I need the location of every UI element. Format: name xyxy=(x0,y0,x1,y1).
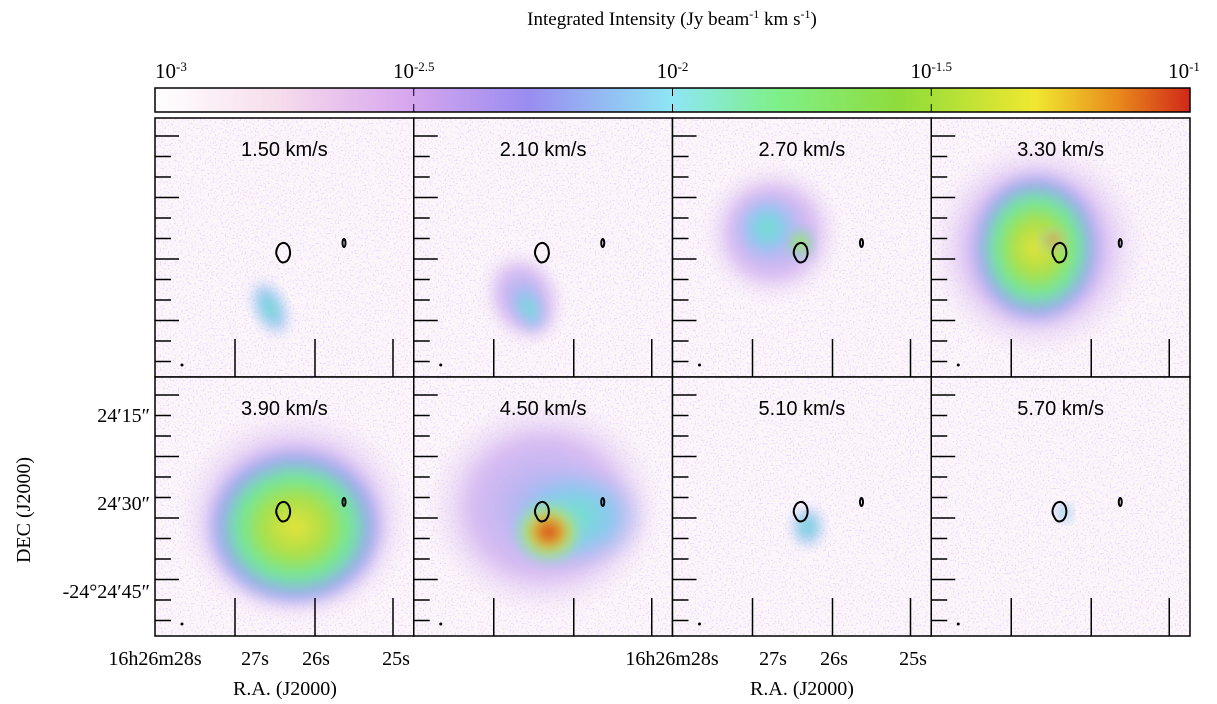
y-tick-label: 24′30″ xyxy=(97,493,150,515)
contour xyxy=(341,238,347,248)
x-axis-label: R.A. (J2000) xyxy=(233,678,337,700)
y-axis-label: DEC (J2000) xyxy=(13,457,35,563)
x-tick-label: 26s xyxy=(820,648,848,670)
superscript: -1 xyxy=(749,7,759,21)
contour xyxy=(1051,500,1068,523)
tick-base: 10 xyxy=(393,59,414,83)
contour xyxy=(600,497,606,507)
x-tick-label: 25s xyxy=(899,648,927,670)
tick-exponent: -1.5 xyxy=(931,59,952,74)
contour xyxy=(534,241,550,264)
title-text: Integrated Intensity (Jy beam-1 km s-1) xyxy=(527,7,817,30)
beam xyxy=(180,363,184,367)
x-tick-label: 16h26m28s xyxy=(108,648,202,670)
contour xyxy=(341,497,347,507)
superscript: -1 xyxy=(800,7,810,21)
tick-base: 10 xyxy=(155,59,176,83)
tick-base: 10 xyxy=(910,59,931,83)
title-part: ) xyxy=(810,9,816,30)
contour xyxy=(1117,238,1123,248)
channel-panel: 3.90 km/s xyxy=(154,376,415,637)
beam xyxy=(180,622,184,626)
emission xyxy=(966,168,1107,328)
contour xyxy=(534,500,550,523)
contour xyxy=(792,241,809,264)
panel-label: 2.10 km/s xyxy=(500,139,587,161)
panel-label: 3.30 km/s xyxy=(1017,139,1104,161)
beam xyxy=(956,622,960,626)
panel-label: 2.70 km/s xyxy=(759,139,846,161)
emission xyxy=(789,505,826,549)
title-part: Integrated Intensity (Jy beam xyxy=(527,9,749,30)
channel-panel: 4.50 km/s xyxy=(413,376,674,637)
x-tick-label: 16h26m28s xyxy=(625,648,719,670)
contour xyxy=(1051,241,1068,264)
x-axis-label: R.A. (J2000) xyxy=(750,678,854,700)
emission xyxy=(513,500,584,564)
channel-panel: 2.70 km/s xyxy=(671,117,932,378)
y-tick-label: 24′15″ xyxy=(97,405,150,427)
x-tick-label: 26s xyxy=(302,648,330,670)
tick-exponent: -3 xyxy=(176,59,187,74)
colorbar-tick-label: 10-2.5 xyxy=(393,59,435,84)
channel-panel: 5.70 km/s xyxy=(930,376,1191,637)
colorbar-tick-label: 10-1 xyxy=(1168,59,1200,84)
emission xyxy=(1039,228,1068,252)
x-tick-label: 27s xyxy=(241,648,269,670)
colorbar-title: Integrated Intensity (Jy beam-1 km s-1) xyxy=(527,7,817,30)
title-part: km s xyxy=(759,9,800,30)
channel-panel: 1.50 km/s xyxy=(154,117,415,378)
panel-label: 5.70 km/s xyxy=(1017,398,1104,420)
x-tick-label: 27s xyxy=(759,648,787,670)
panel-label: 1.50 km/s xyxy=(241,139,328,161)
panel-label: 5.10 km/s xyxy=(759,398,846,420)
y-tick-label: -24°24′45″ xyxy=(63,581,150,603)
colorbar-tick-label: 10-1.5 xyxy=(910,59,952,84)
contour xyxy=(1117,497,1123,507)
tick-exponent: -2 xyxy=(678,59,689,74)
channel-panel: 5.10 km/s xyxy=(671,376,932,637)
contour xyxy=(600,238,606,248)
tick-base: 10 xyxy=(1168,59,1189,83)
contour xyxy=(275,241,292,264)
contour xyxy=(792,500,809,523)
x-tick-label: 25s xyxy=(382,648,410,670)
panel-label: 4.50 km/s xyxy=(500,398,587,420)
colorbar-tick-label: 10-3 xyxy=(155,59,187,84)
colorbar-tick-label: 10-2 xyxy=(657,59,689,84)
emission xyxy=(248,278,292,338)
beam xyxy=(698,622,701,626)
channel-panel: 2.10 km/s xyxy=(413,117,674,378)
contour xyxy=(275,500,292,523)
emission xyxy=(200,442,390,612)
tick-base: 10 xyxy=(657,59,678,83)
emission xyxy=(510,281,548,335)
beam xyxy=(956,363,960,367)
beam xyxy=(439,363,443,367)
tick-exponent: -2.5 xyxy=(414,59,435,74)
emission xyxy=(1055,503,1074,523)
tick-exponent: -1 xyxy=(1189,59,1200,74)
panel-frame xyxy=(930,376,1191,637)
emission xyxy=(732,193,803,263)
beam xyxy=(698,363,701,367)
contour xyxy=(859,238,864,248)
panel-label: 3.90 km/s xyxy=(241,398,328,420)
contour xyxy=(859,497,864,507)
channel-panel: 3.30 km/s xyxy=(930,117,1191,378)
beam xyxy=(439,622,443,626)
